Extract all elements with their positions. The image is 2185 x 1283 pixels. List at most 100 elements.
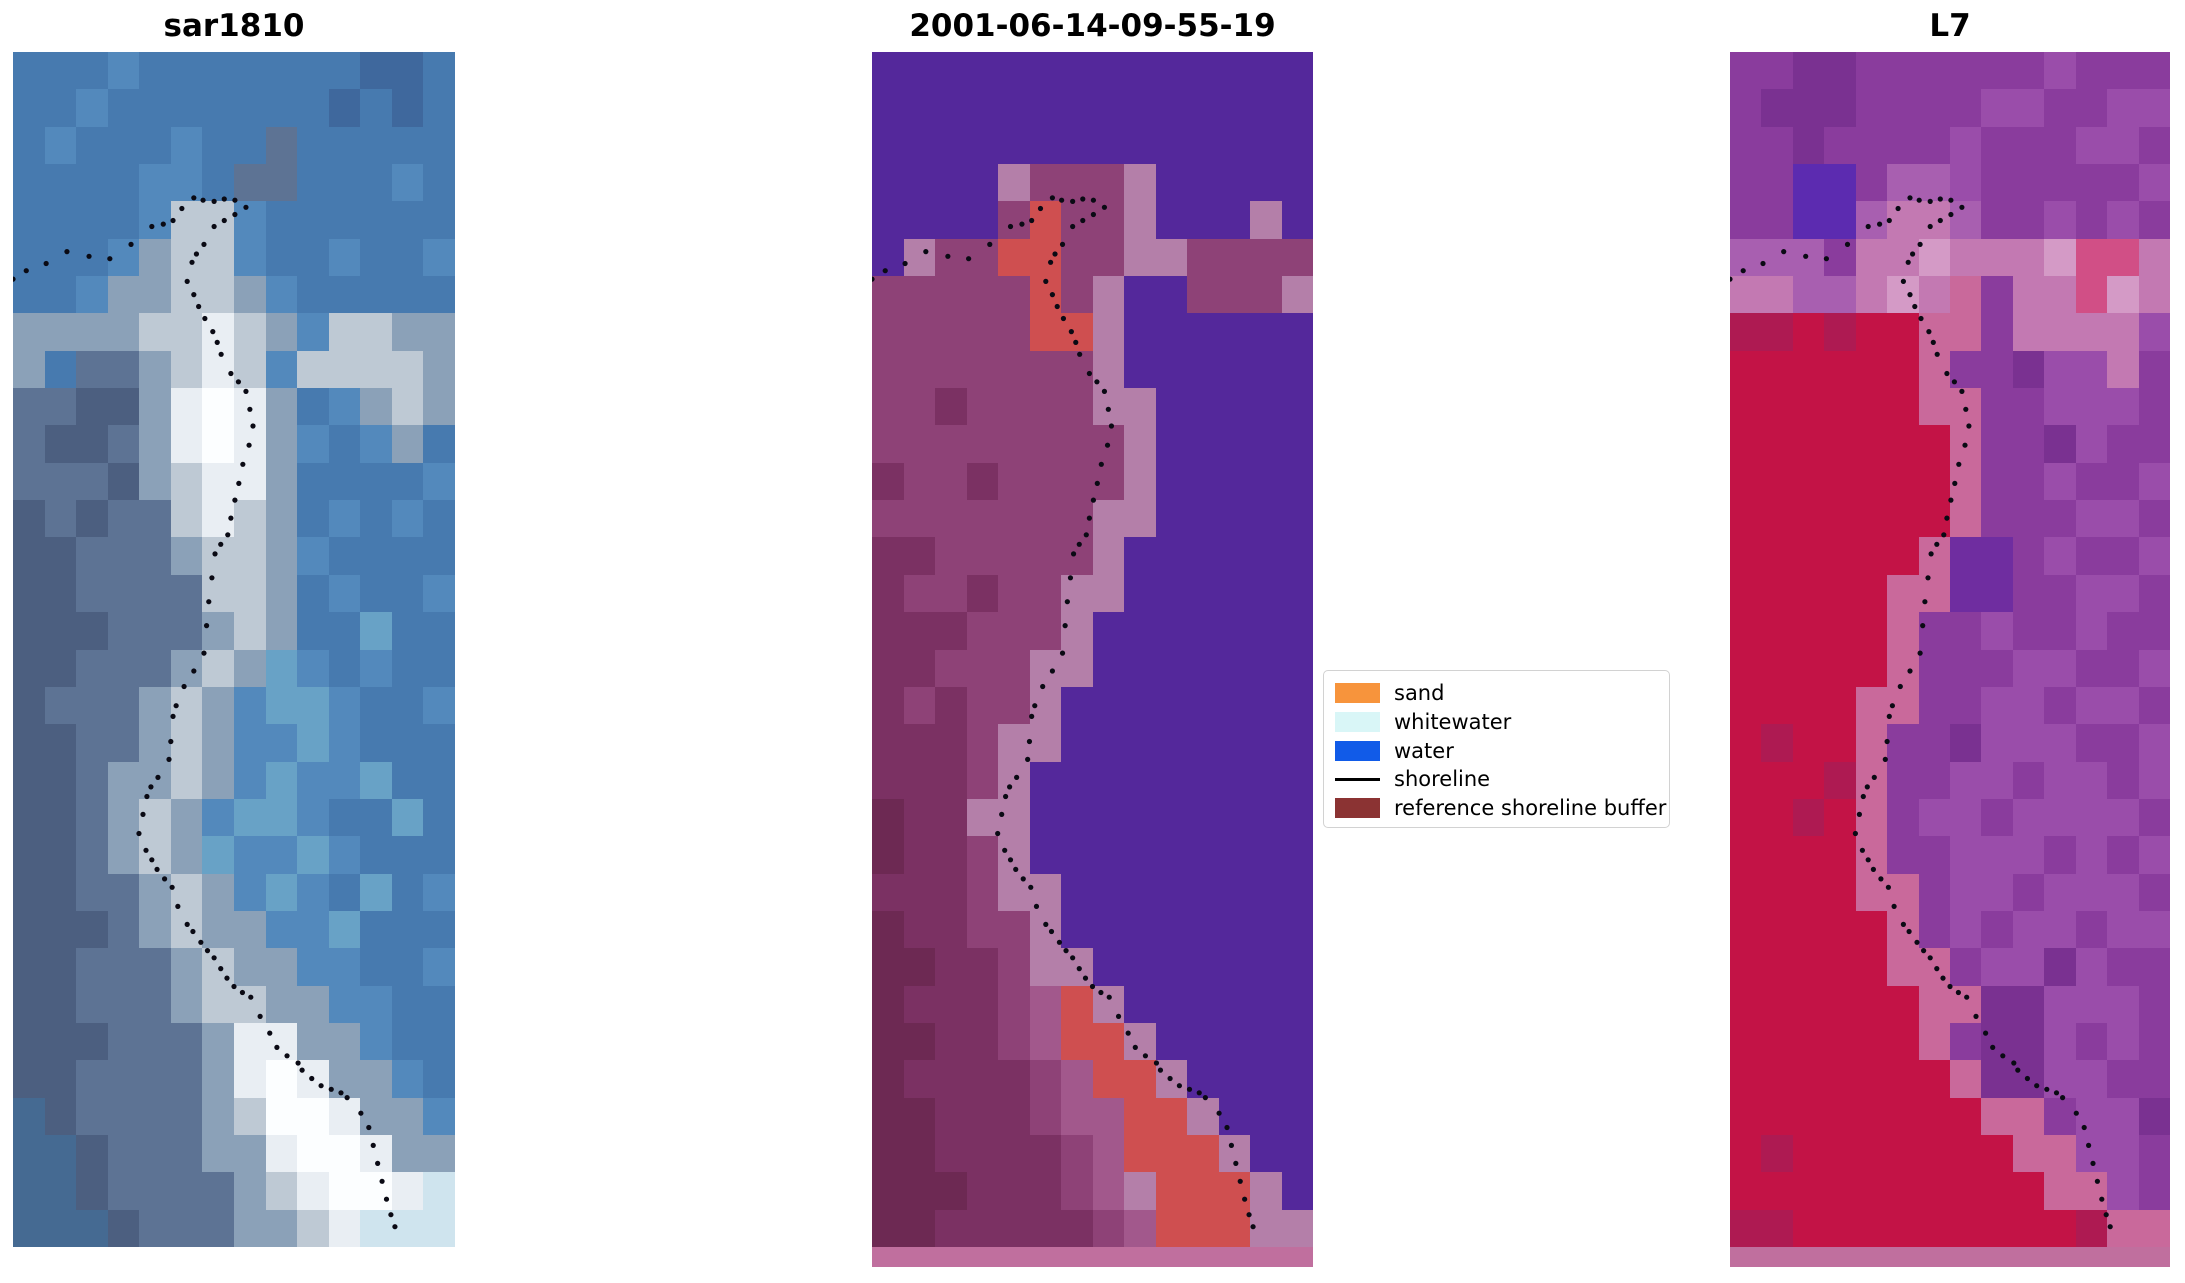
image-pixel (1155, 462, 1187, 501)
image-pixel (1029, 1097, 1061, 1135)
image-pixel (935, 798, 967, 837)
image-pixel (1155, 948, 1187, 986)
image-pixel (13, 500, 45, 538)
image-pixel (139, 612, 171, 650)
image-pixel (1792, 836, 1825, 874)
image-pixel (265, 388, 298, 426)
image-pixel (1092, 873, 1124, 911)
image-pixel (1250, 425, 1282, 463)
image-pixel (202, 649, 234, 687)
image-pixel (872, 52, 904, 90)
image-pixel (872, 836, 904, 874)
image-pixel (13, 388, 45, 426)
image-pixel (1124, 686, 1156, 725)
image-pixel (423, 1172, 455, 1210)
image-pixel (265, 89, 298, 127)
image-pixel (360, 686, 392, 725)
image-pixel (1061, 910, 1093, 949)
image-pixel (935, 612, 967, 650)
image-pixel (1061, 164, 1093, 202)
image-pixel (360, 52, 392, 90)
image-pixel (107, 388, 140, 426)
image-pixel (903, 612, 935, 650)
image-pixel (935, 537, 967, 575)
image-pixel (2075, 425, 2108, 463)
image-pixel (1855, 798, 1888, 837)
image-pixel (1218, 761, 1250, 799)
image-pixel (1887, 910, 1919, 949)
image-pixel (1887, 164, 1919, 202)
image-pixel (1824, 276, 1856, 314)
image-pixel (265, 1060, 298, 1098)
image-pixel (13, 276, 45, 314)
image-pixel (107, 1060, 140, 1098)
image-pixel (872, 89, 904, 127)
image-pixel (170, 1060, 203, 1098)
image-pixel (1950, 350, 1982, 389)
image-pixel (1124, 612, 1156, 650)
image-pixel (1218, 500, 1250, 538)
image-pixel (935, 948, 967, 986)
image-pixel (1092, 1172, 1124, 1210)
image-pixel (297, 313, 329, 351)
image-pixel (935, 164, 967, 202)
image-pixel (1918, 537, 1950, 575)
image-pixel (1855, 761, 1888, 799)
image-pixel (391, 836, 424, 874)
image-pixel (423, 761, 455, 799)
image-pixel (2107, 164, 2139, 202)
image-pixel (13, 201, 45, 239)
image-pixel (1918, 276, 1950, 314)
image-pixel (1824, 798, 1856, 837)
image-pixel (1124, 201, 1156, 239)
image-pixel (2044, 1060, 2076, 1098)
image-pixel (202, 724, 234, 762)
image-pixel (1092, 686, 1124, 725)
image-pixel (1950, 761, 1982, 799)
image-pixel (44, 574, 77, 613)
image-pixel (297, 1097, 329, 1135)
image-pixel (935, 201, 967, 239)
image-pixel (2075, 89, 2108, 127)
image-pixel (107, 238, 140, 277)
image-pixel (1730, 238, 1762, 277)
image-pixel (1981, 948, 2013, 986)
image-pixel (1981, 612, 2013, 650)
image-pixel (107, 761, 140, 799)
image-pixel (1981, 1022, 2013, 1061)
image-pixel (2107, 350, 2139, 389)
image-pixel (2044, 798, 2076, 837)
image-pixel (1918, 686, 1950, 725)
image-pixel (1730, 686, 1762, 725)
image-pixel (1061, 724, 1093, 762)
image-pixel (998, 201, 1030, 239)
image-pixel (903, 1022, 935, 1061)
image-pixel (1950, 574, 1982, 613)
image-pixel (391, 910, 424, 949)
image-pixel (1029, 425, 1061, 463)
image-pixel (966, 126, 998, 165)
image-pixel (423, 500, 455, 538)
image-pixel (1730, 948, 1762, 986)
pixel-grid (1730, 52, 2170, 1247)
image-pixel (1187, 276, 1219, 314)
image-pixel (1981, 836, 2013, 874)
image-pixel (170, 126, 203, 165)
image-pixel (903, 500, 935, 538)
image-pixel (1855, 836, 1888, 874)
image-pixel (935, 388, 967, 426)
image-pixel (391, 126, 424, 165)
image-pixel (1187, 388, 1219, 426)
image-pixel (265, 1172, 298, 1210)
image-pixel (1950, 1172, 1982, 1210)
image-pixel (1824, 201, 1856, 239)
image-pixel (1918, 1022, 1950, 1061)
image-pixel (139, 350, 171, 389)
image-pixel (2138, 537, 2170, 575)
image-pixel (2044, 201, 2076, 239)
image-pixel (1792, 164, 1825, 202)
image-pixel (202, 1172, 234, 1210)
image-pixel (2107, 313, 2139, 351)
image-pixel (170, 425, 203, 463)
image-pixel (170, 537, 203, 575)
